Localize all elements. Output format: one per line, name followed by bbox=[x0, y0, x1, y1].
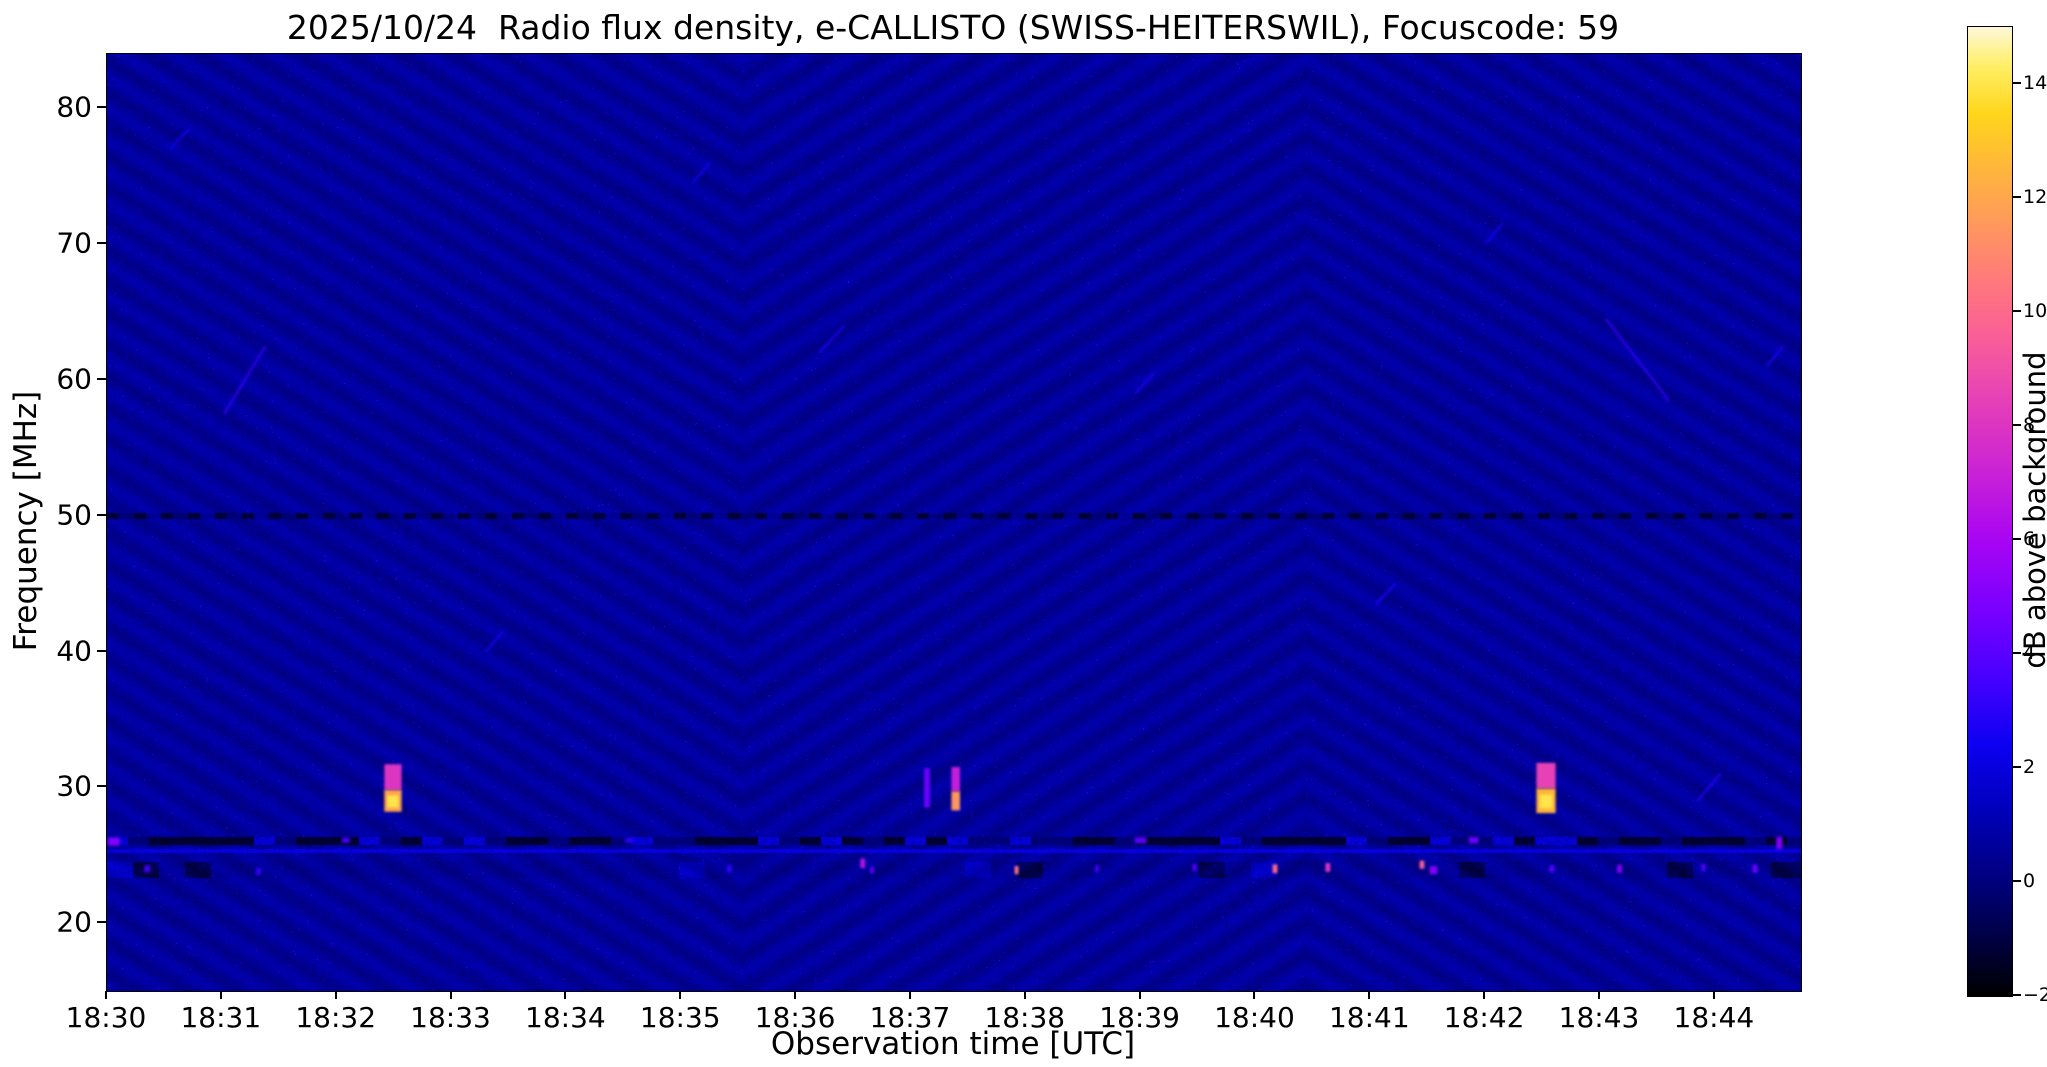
colorbar-tick-label: 0 bbox=[2023, 870, 2036, 892]
colorbar-tick-label: 8 bbox=[2023, 414, 2036, 436]
x-tick-mark bbox=[1368, 991, 1371, 999]
x-tick-label: 18:38 bbox=[984, 1001, 1066, 1034]
colorbar-tick-label: 6 bbox=[2023, 528, 2036, 550]
x-tick-mark bbox=[1483, 991, 1486, 999]
y-tick-label: 50 bbox=[56, 498, 92, 532]
y-tick-mark bbox=[97, 649, 106, 652]
colorbar-tick-label: 2 bbox=[2023, 756, 2036, 778]
colorbar-gradient bbox=[1967, 26, 2013, 997]
x-tick-label: 18:35 bbox=[639, 1001, 721, 1034]
x-tick-mark bbox=[1023, 991, 1026, 999]
chart-title: 2025/10/24 Radio flux density, e-CALLIST… bbox=[286, 8, 1620, 47]
x-tick-mark bbox=[908, 991, 911, 999]
y-tick-mark bbox=[97, 242, 106, 245]
x-tick-mark bbox=[679, 991, 682, 999]
y-tick-label: 70 bbox=[56, 226, 92, 260]
x-tick-mark bbox=[564, 991, 567, 999]
y-tick-mark bbox=[97, 785, 106, 788]
x-tick-label: 18:36 bbox=[754, 1001, 836, 1034]
x-tick-label: 18:33 bbox=[410, 1001, 491, 1034]
y-tick-label: 20 bbox=[56, 905, 92, 939]
x-tick-mark bbox=[219, 991, 222, 999]
y-tick-mark bbox=[97, 921, 106, 924]
colorbar-tick-mark bbox=[2013, 196, 2021, 198]
colorbar-tick-mark bbox=[2013, 880, 2021, 882]
x-tick-label: 18:34 bbox=[525, 1001, 606, 1034]
y-tick-mark bbox=[97, 377, 106, 380]
x-tick-label: 18:32 bbox=[295, 1001, 377, 1034]
colorbar-tick-mark bbox=[2013, 310, 2021, 312]
colorbar-tick-mark bbox=[2013, 652, 2021, 654]
y-tick-mark bbox=[97, 513, 106, 516]
colorbar-tick-label: 10 bbox=[2023, 300, 2047, 322]
x-tick-mark bbox=[334, 991, 337, 999]
x-tick-label: 18:42 bbox=[1443, 1001, 1525, 1034]
x-tick-mark bbox=[794, 991, 797, 999]
colorbar-tick-mark bbox=[2013, 538, 2021, 540]
x-tick-label: 18:40 bbox=[1214, 1001, 1295, 1034]
x-axis-label: Observation time [UTC] bbox=[770, 1026, 1136, 1062]
x-tick-mark bbox=[1712, 991, 1715, 999]
colorbar-tick-label: 12 bbox=[2023, 186, 2047, 208]
colorbar-tick-label: 14 bbox=[2023, 72, 2047, 94]
colorbar-tick-mark bbox=[2013, 82, 2021, 84]
y-tick-label: 80 bbox=[56, 90, 92, 124]
x-tick-mark bbox=[1598, 991, 1601, 999]
y-tick-mark bbox=[97, 106, 106, 109]
x-tick-label: 18:31 bbox=[180, 1001, 262, 1034]
x-tick-label: 18:41 bbox=[1328, 1001, 1410, 1034]
spectrogram-canvas bbox=[106, 53, 1802, 992]
x-tick-label: 18:30 bbox=[65, 1001, 147, 1034]
x-tick-label: 18:39 bbox=[1099, 1001, 1180, 1034]
x-tick-mark bbox=[1253, 991, 1256, 999]
colorbar-tick-label: 4 bbox=[2023, 642, 2036, 664]
colorbar-label: dB above background bbox=[2018, 351, 2047, 669]
x-tick-mark bbox=[1138, 991, 1141, 999]
y-tick-label: 30 bbox=[56, 769, 92, 803]
y-tick-label: 60 bbox=[56, 362, 92, 396]
colorbar-tick-mark bbox=[2013, 994, 2021, 996]
colorbar-tick-label: −2 bbox=[2023, 984, 2047, 1006]
y-tick-label: 40 bbox=[56, 634, 92, 667]
x-tick-mark bbox=[105, 991, 107, 999]
x-tick-label: 18:37 bbox=[869, 1001, 951, 1034]
x-tick-mark bbox=[449, 991, 452, 999]
colorbar-tick-mark bbox=[2013, 424, 2021, 426]
x-tick-label: 18:44 bbox=[1673, 1001, 1755, 1034]
x-tick-label: 18:43 bbox=[1558, 1001, 1640, 1034]
colorbar-tick-mark bbox=[2013, 766, 2021, 768]
